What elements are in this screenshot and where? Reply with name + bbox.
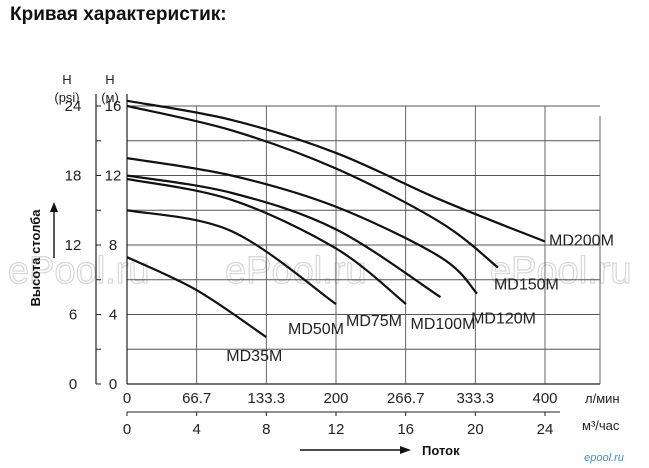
series-label-md120m: MD120M	[471, 311, 536, 328]
y-tick-psi-0: 0	[69, 376, 77, 393]
series-label-md35m: MD35M	[226, 348, 282, 365]
series-label-md75m: MD75M	[346, 313, 402, 330]
x-tick-m3h-1: 4	[192, 421, 200, 438]
x-tick-lpm-6: 400	[532, 390, 557, 407]
x-tick-m3h-2: 8	[262, 421, 270, 438]
x-unit-secondary: м³/час	[582, 418, 620, 433]
x-tick-m3h-3: 12	[328, 421, 345, 438]
x-tick-lpm-3: 200	[323, 390, 348, 407]
y-left-unit: (psi)	[54, 90, 79, 105]
y-tick-psi-1: 6	[69, 307, 77, 324]
x-tick-lpm-0: 0	[123, 390, 131, 407]
curve-md50m	[126, 209, 337, 305]
curve-md150m	[126, 104, 499, 269]
x-tick-m3h-4: 16	[397, 421, 414, 438]
series-label-md100m: MD100M	[411, 316, 476, 333]
y-tick-m-2: 8	[109, 237, 117, 254]
series-label-md50m: MD50M	[288, 321, 344, 338]
y-axis-label: Высота столба	[28, 209, 43, 307]
y-tick-psi-3: 18	[65, 168, 82, 185]
x-unit-primary: л/мин	[585, 391, 620, 406]
y-tick-psi-4: 24	[65, 98, 82, 115]
y-right-unit: (м)	[101, 90, 119, 105]
x-axis-title: Поток	[300, 443, 460, 458]
watermarks: ePool.ru ePool.ru ePool.ru	[7, 249, 632, 292]
y-right-unit-head: H	[105, 72, 114, 87]
chart-tick-labels: 0 66.7 133.3 200 266.7 333.3 400 0 4 8 12 16 20 24 0 4 8…	[65, 98, 558, 438]
y-tick-m-1: 4	[109, 307, 117, 324]
x-tick-lpm-4: 266.7	[387, 390, 425, 407]
curve-md35m	[126, 256, 267, 338]
y-tick-m-3: 12	[105, 168, 122, 185]
x-tick-lpm-2: 133.3	[248, 390, 286, 407]
series-label-md150m: MD150M	[494, 277, 559, 294]
watermark-text-3: ePool.ru	[490, 250, 632, 292]
y-tick-m-0: 0	[109, 376, 117, 393]
x-tick-lpm-5: 333.3	[457, 390, 495, 407]
chart-title: Кривая характеристик:	[10, 4, 227, 25]
curve-md75m	[126, 177, 407, 305]
y-left-unit-head: H	[62, 72, 71, 87]
y-tick-psi-2: 12	[65, 237, 82, 254]
series-label-md200m: MD200M	[549, 233, 614, 250]
brand-logo: epool.ru	[584, 452, 624, 464]
x-tick-m3h-0: 0	[123, 421, 131, 438]
y-axis-title: Высота столба	[28, 202, 58, 306]
watermark-text-2: ePool.ru	[225, 250, 367, 292]
x-tick-lpm-1: 66.7	[182, 390, 211, 407]
curve-md100m	[126, 174, 442, 299]
x-tick-m3h-6: 24	[537, 421, 554, 438]
x-axis-label: Поток	[422, 443, 460, 458]
watermark-text-1: ePool.ru	[8, 250, 150, 292]
curve-md120m	[126, 157, 478, 295]
x-tick-m3h-5: 20	[467, 421, 484, 438]
y-tick-m-4: 16	[105, 98, 122, 115]
curve-md200m	[126, 99, 546, 243]
